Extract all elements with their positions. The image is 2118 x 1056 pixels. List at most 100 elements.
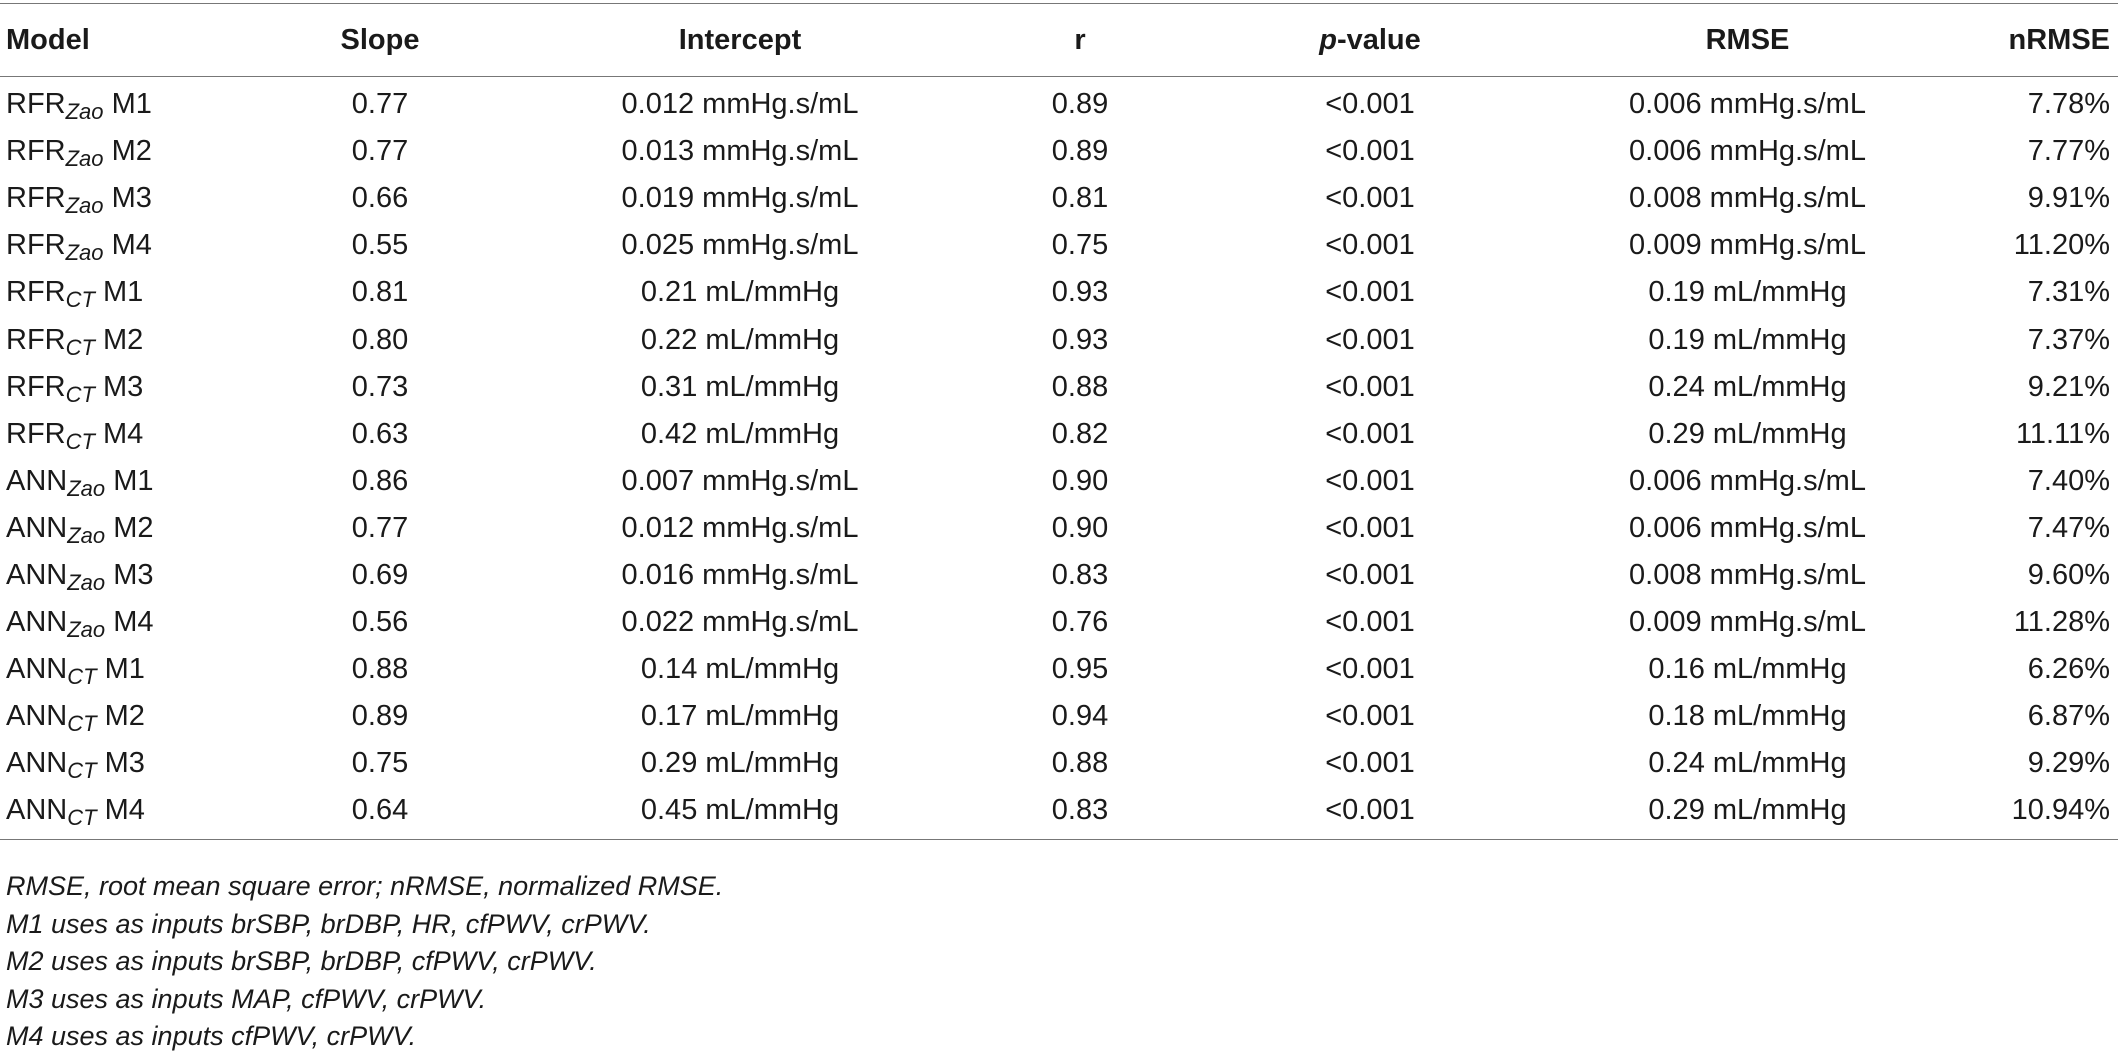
cell-model: RFRCT M2 [0,316,260,363]
cell-r: 0.88 [1051,370,1109,403]
cell-rmse: 0.009 mmHg.s/mL [1629,229,1866,262]
cell-nrmse: 9.60% [2027,558,2110,591]
model-subscript: Zao [65,146,104,172]
model-variant: M4 [111,229,152,262]
cell-model: ANNCT M2 [0,693,260,740]
table-row: RFRCT M2 0.80 0.22 mL/mmHg 0.93 <0.001 0.19 m… [0,316,2118,363]
cell-slope: 0.73 [351,370,409,403]
cell-rmse: 0.29 mL/mmHg [1648,794,1847,827]
table-row: RFRZao M2 0.77 0.013 mmHg.s/mL 0.89 <0.001 0.… [0,128,2118,175]
cell-rmse: 0.006 mmHg.s/mL [1629,135,1866,168]
cell-intercept: 0.22 mL/mmHg [640,323,840,356]
model-variant: M4 [103,417,144,450]
cell-p-value: <0.001 [1325,135,1415,168]
cell-nrmse: 7.78% [2027,88,2110,121]
model-subscript: CT [67,758,97,784]
cell-r: 0.82 [1051,417,1109,450]
cell-intercept: 0.29 mL/mmHg [640,747,840,780]
table-row: ANNCT M2 0.89 0.17 mL/mmHg 0.94 <0.001 0.18 m… [0,693,2118,740]
cell-r: 0.81 [1051,182,1109,215]
cell-nrmse: 6.26% [2027,653,2110,686]
cell-model: RFRCT M3 [0,364,260,411]
table-row: RFRCT M1 0.81 0.21 mL/mmHg 0.93 <0.001 0.19 m… [0,269,2118,316]
cell-nrmse: 7.37% [2027,323,2110,356]
cell-nrmse: 7.77% [2027,135,2110,168]
cell-rmse: 0.006 mmHg.s/mL [1629,464,1866,497]
model-base: RFR [6,229,66,262]
cell-nrmse: 9.29% [2027,747,2110,780]
cell-rmse: 0.009 mmHg.s/mL [1629,606,1866,639]
model-subscript: CT [65,334,95,360]
cell-model: RFRZao M2 [0,128,260,175]
cell-slope: 0.86 [351,464,409,497]
cell-rmse: 0.24 mL/mmHg [1648,747,1847,780]
model-base: ANN [6,558,68,591]
cell-rmse: 0.19 mL/mmHg [1648,276,1847,309]
model-subscript: CT [65,287,95,313]
cell-model: RFRZao M3 [0,175,260,222]
model-subscript: Zao [65,240,104,266]
model-base: RFR [6,370,66,403]
footnote-line: M1 uses as inputs brSBP, brDBP, HR, cfPW… [6,908,651,939]
cell-nrmse: 9.21% [2027,370,2110,403]
cell-model: ANNCT M1 [0,646,260,693]
model-base: ANN [6,653,68,686]
cell-r: 0.89 [1051,135,1109,168]
table-row: RFRZao M3 0.66 0.019 mmHg.s/mL 0.81 <0.001 0.… [0,175,2118,222]
model-base: RFR [6,135,66,168]
cell-r: 0.90 [1051,464,1109,497]
model-subscript: Zao [65,193,104,219]
cell-rmse: 0.006 mmHg.s/mL [1629,511,1866,544]
model-subscript: CT [67,664,97,690]
cell-intercept: 0.025 mmHg.s/mL [621,229,859,262]
model-subscript: CT [65,428,95,454]
table-row: ANNCT M4 0.64 0.45 mL/mmHg 0.83 <0.001 0.29 m… [0,787,2118,839]
cell-p-value: <0.001 [1325,88,1415,121]
model-base: ANN [6,511,68,544]
model-variant: M2 [103,323,144,356]
model-variant: M3 [113,558,154,591]
header-p-italic: p [1319,23,1337,56]
cell-model: RFRCT M4 [0,411,260,458]
model-subscript: CT [65,381,95,407]
cell-slope: 0.63 [351,417,409,450]
cell-p-value: <0.001 [1325,229,1415,262]
cell-intercept: 0.019 mmHg.s/mL [621,182,859,215]
model-subscript: Zao [65,99,104,125]
cell-slope: 0.69 [351,558,409,591]
cell-r: 0.95 [1051,653,1109,686]
cell-intercept: 0.013 mmHg.s/mL [621,135,859,168]
cell-model: ANNCT M4 [0,787,260,839]
cell-p-value: <0.001 [1325,606,1415,639]
table-row: ANNZao M3 0.69 0.016 mmHg.s/mL 0.83 <0.001 0.… [0,552,2118,599]
cell-intercept: 0.21 mL/mmHg [640,276,840,309]
cell-rmse: 0.24 mL/mmHg [1648,370,1847,403]
cell-slope: 0.81 [351,276,409,309]
cell-rmse: 0.008 mmHg.s/mL [1629,558,1866,591]
model-variant: M3 [103,370,144,403]
cell-nrmse: 9.91% [2027,182,2110,215]
cell-rmse: 0.29 mL/mmHg [1648,417,1847,450]
header-row: Model Slope Intercept r p-value RMSE nRM… [0,3,2118,77]
cell-model: ANNZao M4 [0,599,260,646]
results-table-container: Model Slope Intercept r p-value RMSE nRM… [0,3,2118,840]
cell-r: 0.76 [1051,606,1109,639]
model-subscript: Zao [67,475,106,501]
model-variant: M1 [113,464,154,497]
model-subscript: Zao [67,522,106,548]
cell-rmse: 0.18 mL/mmHg [1648,700,1847,733]
model-variant: M3 [111,182,152,215]
cell-r: 0.93 [1051,323,1109,356]
cell-p-value: <0.001 [1325,653,1415,686]
model-subscript: CT [67,805,97,831]
table-row: RFRZao M4 0.55 0.025 mmHg.s/mL 0.75 <0.001 0.… [0,222,2118,269]
cell-p-value: <0.001 [1325,511,1415,544]
cell-p-value: <0.001 [1325,370,1415,403]
cell-p-value: <0.001 [1325,182,1415,215]
cell-slope: 0.89 [351,700,409,733]
model-base: ANN [6,794,68,827]
model-base: RFR [6,276,66,309]
table-row: ANNZao M2 0.77 0.012 mmHg.s/mL 0.90 <0.001 0.… [0,505,2118,552]
cell-slope: 0.56 [351,606,409,639]
cell-r: 0.94 [1051,700,1109,733]
